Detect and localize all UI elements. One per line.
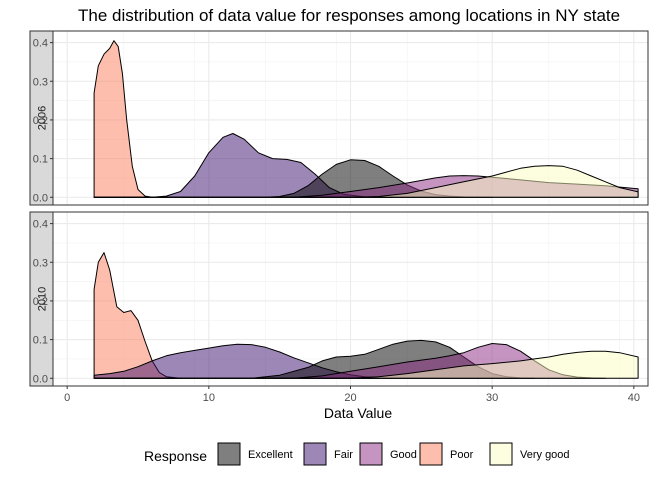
density-area-very-good — [93, 350, 639, 379]
x-tick-label: 0 — [64, 392, 70, 404]
y-tick-label: 0.3 — [33, 257, 48, 269]
y-tick-label: 0.2 — [33, 115, 48, 127]
y-tick-label: 0.3 — [33, 76, 48, 88]
facet-strip-label: 2006 — [37, 106, 49, 130]
panel-border — [52, 30, 649, 206]
facet-panel-2006: 2006 0.0 0.1 0.2 0.3 0.4 — [29, 30, 649, 206]
legend-item-fair: Fair — [303, 442, 353, 466]
y-tick-label: 0.4 — [33, 38, 48, 50]
legend-items: Excellent Fair Good Poor Very good — [217, 442, 570, 466]
legend-item-very-good: Very good — [489, 442, 570, 466]
y-tick-label: 0.2 — [33, 296, 48, 308]
y-tick-label: 0.4 — [33, 219, 48, 231]
x-tick-label: 40 — [628, 392, 640, 404]
facet-panels: 2006 0.0 0.1 0.2 0.3 0.4 2010 0.0 0.1 0.2 0.3 0.4 0 1… — [29, 30, 649, 404]
legend-item-good: Good — [359, 442, 417, 466]
legend-label: Good — [390, 449, 417, 461]
legend-label: Poor — [450, 449, 474, 461]
legend-item-poor: Poor — [419, 442, 474, 466]
legend-swatch — [489, 442, 513, 466]
facet-strip-label: 2010 — [37, 287, 49, 311]
legend-label: Excellent — [248, 449, 293, 461]
x-axis-title: Data Value — [324, 405, 392, 421]
chart-title: The distribution of data value for respo… — [78, 6, 620, 25]
legend-swatch — [419, 442, 443, 466]
x-tick-label: 30 — [486, 392, 498, 404]
x-tick-label: 20 — [344, 392, 356, 404]
density-area-poor — [93, 40, 153, 198]
legend-swatch — [217, 442, 241, 466]
legend-label: Very good — [520, 449, 570, 461]
density-area-very-good — [93, 165, 639, 198]
legend-swatch — [303, 442, 327, 466]
y-tick-label: 0.0 — [33, 373, 48, 385]
legend-label: Fair — [334, 449, 353, 461]
legend-title: Response — [144, 448, 207, 464]
y-tick-label: 0.1 — [33, 335, 48, 347]
legend-item-excellent: Excellent — [217, 442, 293, 466]
legend-swatch — [359, 442, 383, 466]
y-tick-label: 0.0 — [33, 192, 48, 204]
facet-panel-2010: 2010 0.0 0.1 0.2 0.3 0.4 0 10 20 30 40 — [29, 211, 649, 404]
legend: Response Excellent Fair Good Poor Very good — [144, 442, 570, 466]
y-tick-label: 0.1 — [33, 154, 48, 166]
x-tick-label: 10 — [203, 392, 215, 404]
